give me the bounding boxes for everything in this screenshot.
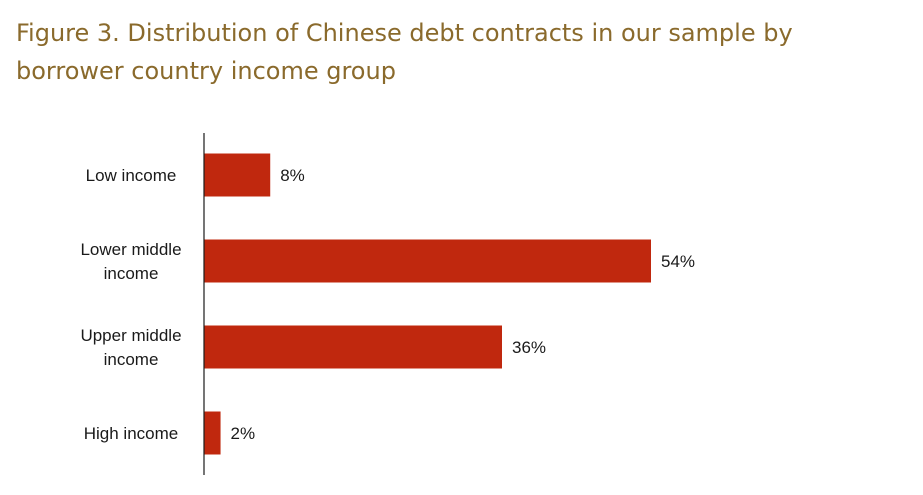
bar-3 [204,411,221,455]
category-label-2-line-1: income [104,350,159,369]
value-label-1: 54% [661,252,695,271]
category-label-1-line-0: Lower middle [80,240,181,259]
value-label-3: 2% [231,424,256,443]
category-label-0: Low income [86,166,177,185]
category-labels-group: Low income Lower middle income Upper middle… [80,166,181,443]
chart-title: Figure 3. Distribution of Chinese debt c… [16,19,793,85]
bar-2 [204,325,502,369]
bar-0 [204,153,271,197]
bar-1 [204,239,651,283]
bars-group [204,153,651,455]
value-labels-group: 8% 54% 36% 2% [231,166,695,443]
category-label-3: High income [84,424,179,443]
category-label-1-line-1: income [104,264,159,283]
value-label-2: 36% [512,338,546,357]
category-label-2-line-0: Upper middle [80,326,181,345]
value-label-0: 8% [280,166,305,185]
